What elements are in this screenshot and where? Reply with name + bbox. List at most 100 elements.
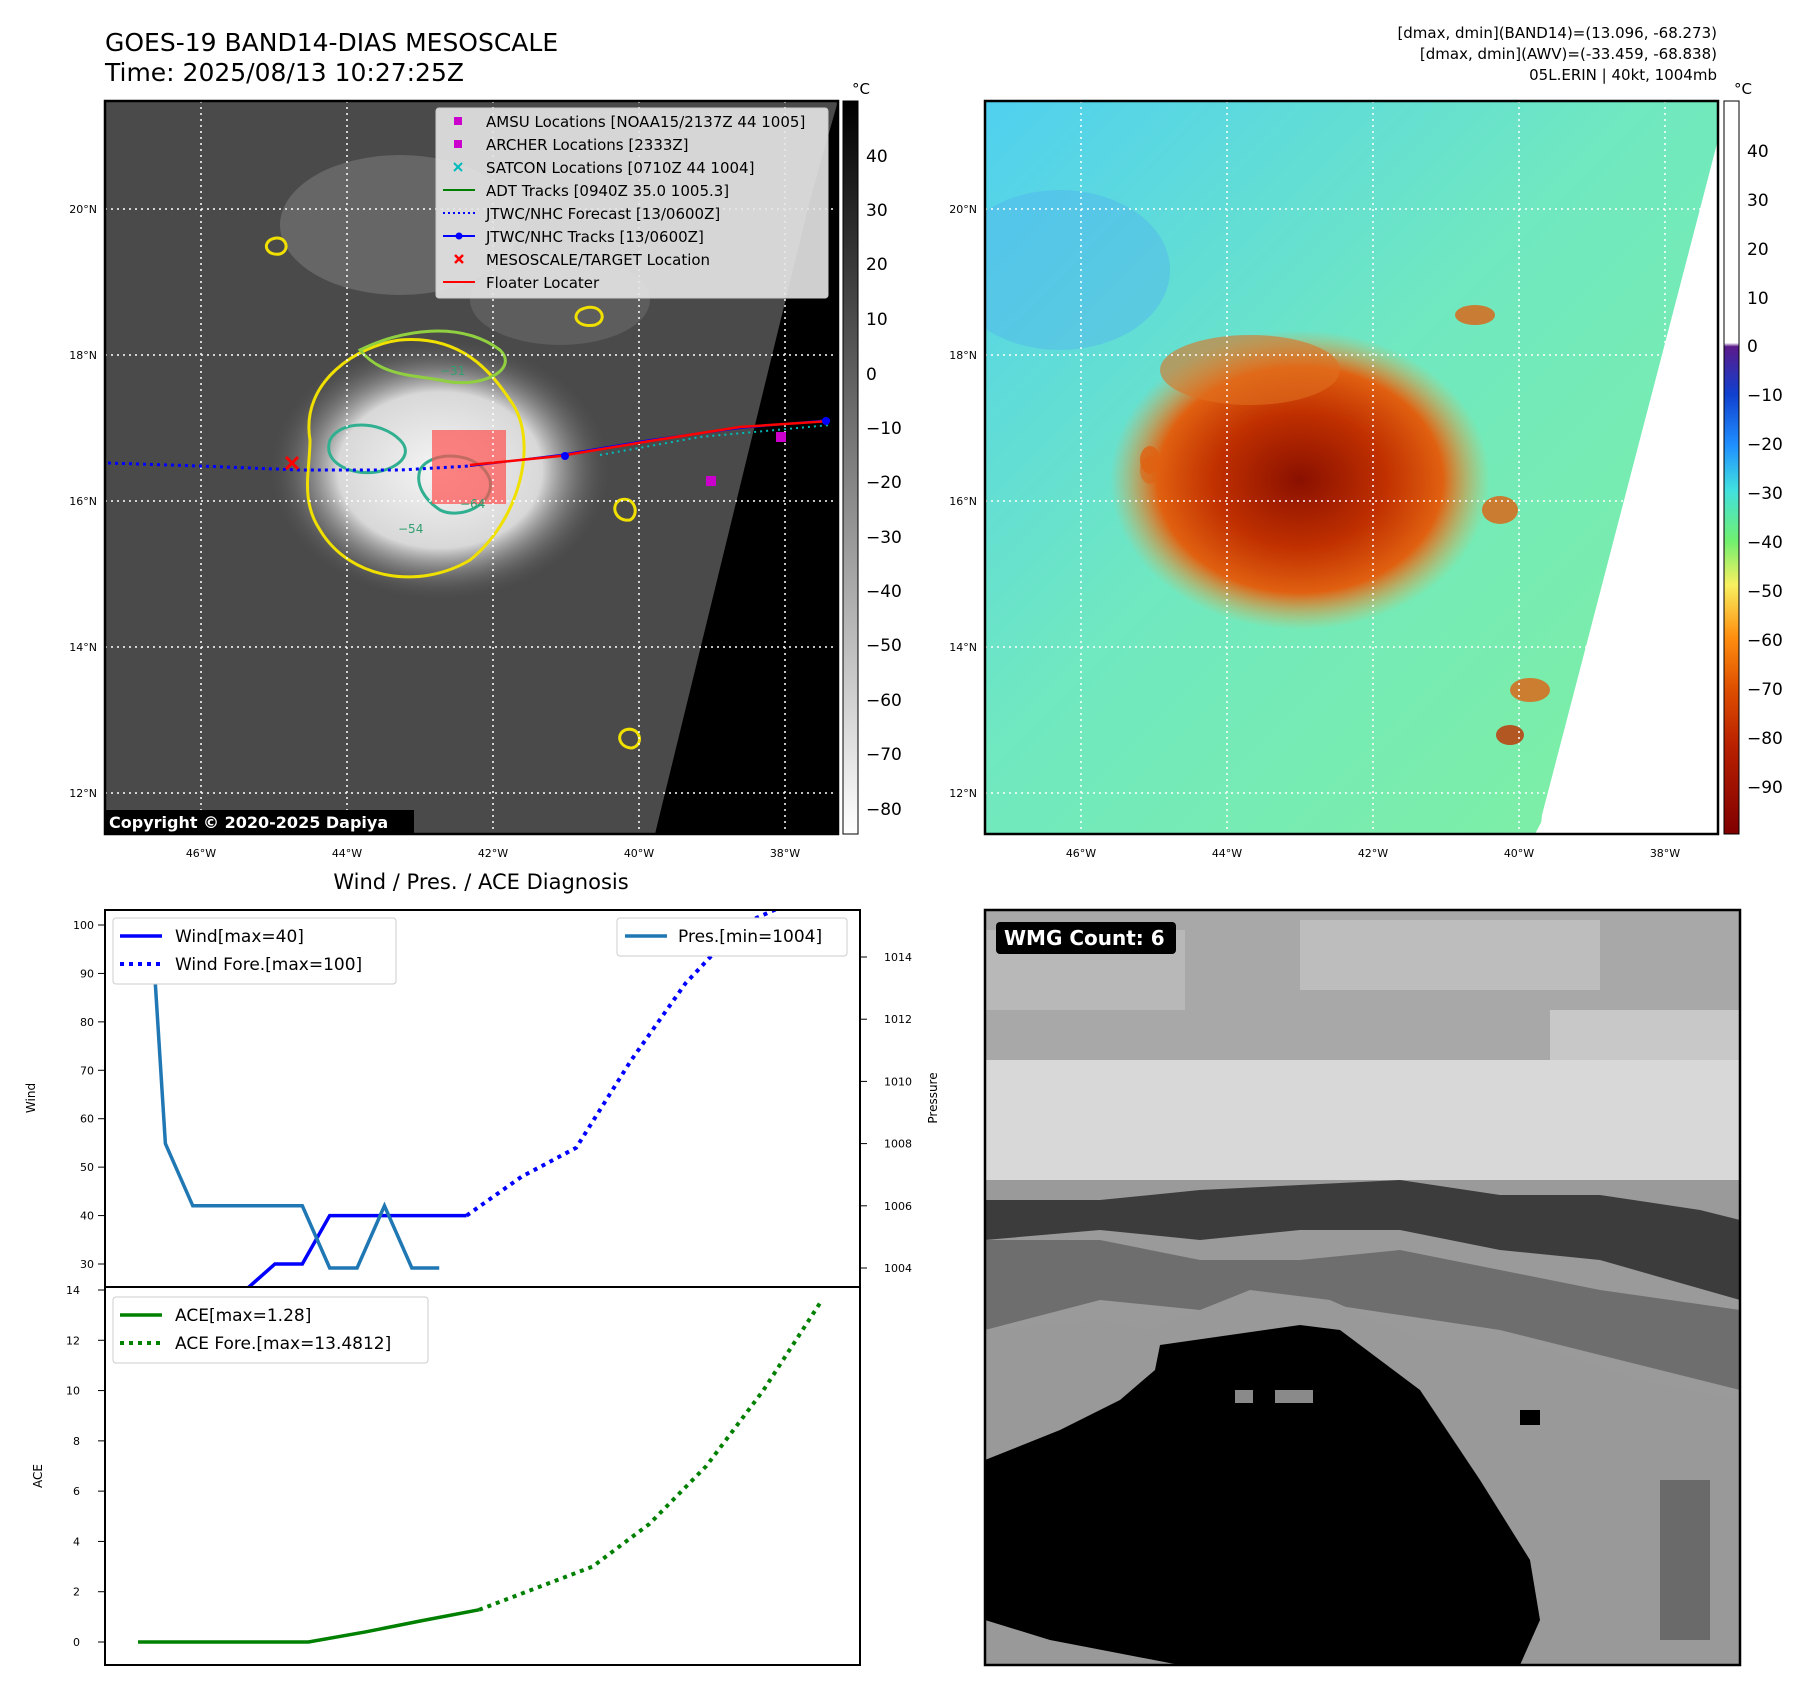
- ace-tick-label: 8: [73, 1435, 80, 1448]
- col-cb-tick: −30: [1747, 484, 1783, 504]
- ir-cb-tick: −80: [866, 800, 902, 820]
- wind-ylabel: Wind: [24, 1083, 38, 1113]
- ir-cb-tick: −20: [866, 473, 902, 493]
- ir-cb-tick: −10: [866, 419, 902, 439]
- legend-archer: ARCHER Locations [2333Z]: [486, 136, 689, 154]
- ace-tick-label: 6: [73, 1485, 80, 1498]
- ir-frame: [103, 99, 840, 836]
- contour-label-31: −31: [440, 364, 465, 378]
- ir-lat-16: 16°N: [69, 495, 97, 508]
- pressure-ylabel: Pressure: [926, 1072, 940, 1123]
- ir-lon-40: 40°W: [624, 847, 654, 860]
- col-lat-12: 12°N: [949, 787, 977, 800]
- figure-title: GOES-19 BAND14-DIAS MESOSCALE: [105, 28, 558, 57]
- col-cb-tick: −50: [1747, 582, 1783, 602]
- col-cb-tick: 40: [1747, 142, 1769, 162]
- col-lon-38: 38°W: [1650, 847, 1680, 860]
- wind-tick-label: 80: [80, 1016, 94, 1029]
- legend-ace: ACE[max=1.28]: [175, 1306, 311, 1326]
- col-lat-20: 20°N: [949, 203, 977, 216]
- legend-satcon: SATCON Locations [0710Z 44 1004]: [486, 159, 754, 177]
- col-cb-tick: 0: [1747, 337, 1758, 357]
- wind-tick-label: 40: [80, 1210, 94, 1223]
- ace-series-0: [138, 1608, 480, 1644]
- color-lat-labels: 20°N 18°N 16°N 14°N 12°N: [949, 203, 977, 800]
- ace-tick-label: 4: [73, 1535, 80, 1548]
- wmg-frame: [983, 908, 1742, 1667]
- pressure-tick-label: 1006: [884, 1200, 912, 1213]
- ace-tick-label: 14: [66, 1284, 80, 1297]
- wmg-map: [985, 910, 1740, 1665]
- legend-target: MESOSCALE/TARGET Location: [486, 251, 710, 269]
- col-lat-14: 14°N: [949, 641, 977, 654]
- wind-series-2: [138, 924, 440, 1270]
- legend-ace-fore: ACE Fore.[max=13.4812]: [175, 1334, 391, 1354]
- contour-label-64: −64: [460, 497, 485, 511]
- pressure-tick-label: 1008: [884, 1138, 912, 1151]
- col-cb-tick: 10: [1747, 289, 1769, 309]
- wind-plot: [138, 911, 778, 1286]
- ir-lat-18: 18°N: [69, 349, 97, 362]
- color-map: [985, 101, 1718, 834]
- legend-adt: ADT Tracks [0940Z 35.0 1005.3]: [486, 182, 729, 200]
- col-lon-44: 44°W: [1212, 847, 1242, 860]
- wind-tick-label: 70: [80, 1064, 94, 1077]
- wind-tick-label: 90: [80, 967, 94, 980]
- pressure-tick-label: 1004: [884, 1262, 912, 1275]
- ace-series-1: [478, 1301, 822, 1612]
- ir-colorbar: °C 40 30 20 10 0 −10 −20 −30 −40 −50 −60…: [842, 80, 902, 835]
- ir-lat-labels: 20°N 18°N 16°N 14°N 12°N: [69, 203, 97, 800]
- wind-yticks: 100 90 80 70 60 50 40 30: [73, 919, 105, 1271]
- ir-cb-tick: −40: [866, 582, 902, 602]
- wmg-count-badge: WMG Count: 6: [996, 922, 1176, 954]
- ir-lat-20: 20°N: [69, 203, 97, 216]
- wind-tick-label: 30: [80, 1258, 94, 1271]
- ir-lon-38: 38°W: [770, 847, 800, 860]
- info-band14: [dmax, dmin](BAND14)=(13.096, -68.273): [1397, 24, 1717, 42]
- col-lat-16: 16°N: [949, 495, 977, 508]
- ir-cb-tick: −30: [866, 528, 902, 548]
- legend-forecast: JTWC/NHC Forecast [13/0600Z]: [485, 205, 720, 223]
- contour-label-54: −54: [398, 522, 423, 536]
- pres-legend: Pres.[min=1004]: [616, 917, 848, 957]
- color-frame: [983, 99, 1720, 836]
- chart-title: Wind / Pres. / ACE Diagnosis: [333, 870, 628, 894]
- ir-cb-tick: 20: [866, 255, 888, 275]
- legend-amsu: AMSU Locations [NOAA15/2137Z 44 1005]: [486, 113, 805, 131]
- legend-tracks: JTWC/NHC Tracks [13/0600Z]: [485, 228, 704, 246]
- col-cb-tick: −40: [1747, 533, 1783, 553]
- legend-pres: Pres.[min=1004]: [678, 927, 822, 947]
- ir-cb-tick: 30: [866, 201, 888, 221]
- ir-lat-14: 14°N: [69, 641, 97, 654]
- figure-time: Time: 2025/08/13 10:27:25Z: [104, 58, 464, 87]
- ir-cb-tick: −70: [866, 745, 902, 765]
- col-lon-42: 42°W: [1358, 847, 1388, 860]
- ace-legend: ACE[max=1.28] ACE Fore.[max=13.4812]: [112, 1296, 429, 1364]
- wind-tick-label: 100: [73, 919, 94, 932]
- col-cb-tick: 20: [1747, 240, 1769, 260]
- copyright-badge: Copyright © 2020-2025 Dapiya: [104, 810, 414, 834]
- ace-tick-label: 2: [73, 1586, 80, 1599]
- ir-legend: AMSU Locations [NOAA15/2137Z 44 1005] AR…: [435, 107, 829, 299]
- col-lat-18: 18°N: [949, 349, 977, 362]
- col-colorbar-unit: °C: [1734, 80, 1752, 98]
- info-awv: [dmax, dmin](AWV)=(-33.459, -68.838): [1420, 45, 1717, 63]
- col-cb-tick: −20: [1747, 435, 1783, 455]
- wind-series-0: [247, 1213, 467, 1286]
- ace-plot: [138, 1301, 822, 1644]
- ace-tick-label: 0: [73, 1636, 80, 1649]
- pressure-tick-label: 1010: [884, 1075, 912, 1088]
- col-cb-tick: −80: [1747, 729, 1783, 749]
- ir-lon-42: 42°W: [478, 847, 508, 860]
- color-colorbar: °C 40 30 20 10 0 −10 −20 −30 −40 −50 −60…: [1723, 80, 1783, 835]
- wind-series-1: [465, 911, 778, 1218]
- ir-lon-44: 44°W: [332, 847, 362, 860]
- col-lon-40: 40°W: [1504, 847, 1534, 860]
- ir-cb-tick: 0: [866, 365, 877, 385]
- col-cb-tick: −60: [1747, 631, 1783, 651]
- ace-yticks: 14 12 10 8 6 4 2 0: [66, 1284, 105, 1649]
- col-cb-tick: −90: [1747, 778, 1783, 798]
- ir-cb-tick: −50: [866, 636, 902, 656]
- col-cb-tick: −10: [1747, 386, 1783, 406]
